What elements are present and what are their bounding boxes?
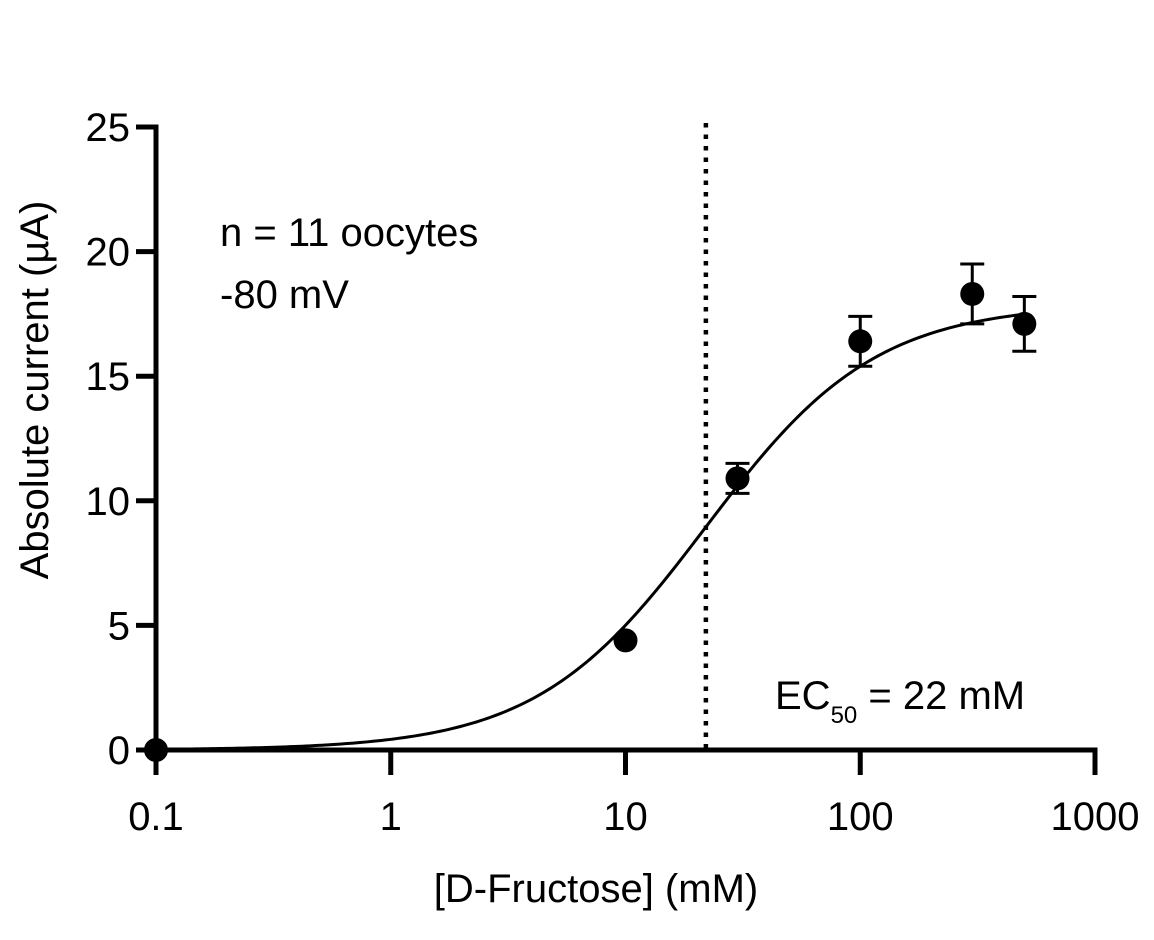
data-point bbox=[613, 628, 638, 653]
y-tick-label: 5 bbox=[108, 604, 130, 648]
voltage-annotation: -80 mV bbox=[220, 273, 349, 317]
ec50-label-suffix: = 22 mM bbox=[857, 674, 1025, 718]
error-bars bbox=[725, 262, 1037, 495]
y-tick-label: 20 bbox=[86, 231, 131, 275]
x-tick-label: 1000 bbox=[1051, 795, 1140, 839]
y-axis-ticks: 0 5 10 15 20 25 bbox=[86, 106, 156, 773]
sample-size-annotation: n = 11 oocytes bbox=[220, 211, 478, 255]
y-tick-label: 15 bbox=[86, 355, 131, 399]
ec50-annotation: EC50 = 22 mM bbox=[775, 674, 1025, 729]
y-axis-title: Absolute current (µA) bbox=[13, 201, 57, 580]
y-tick-label: 25 bbox=[86, 106, 131, 150]
data-point bbox=[848, 329, 873, 354]
data-point bbox=[1012, 311, 1037, 336]
y-tick-label: 10 bbox=[86, 480, 131, 524]
ec50-label-subscript: 50 bbox=[831, 702, 858, 729]
x-tick-label: 0.1 bbox=[128, 795, 184, 839]
x-axis-ticks: 0.1 1 10 100 1000 bbox=[128, 750, 1139, 839]
ec50-label-prefix: EC bbox=[775, 674, 831, 718]
data-point bbox=[144, 738, 168, 762]
data-point bbox=[725, 466, 750, 491]
y-tick-label: 0 bbox=[108, 729, 130, 773]
x-axis-title: [D-Fructose] (mM) bbox=[434, 867, 758, 911]
x-tick-label: 100 bbox=[827, 795, 894, 839]
data-point bbox=[960, 281, 985, 306]
x-tick-label: 10 bbox=[603, 795, 648, 839]
fit-curve bbox=[155, 312, 1025, 751]
data-points bbox=[144, 281, 1037, 762]
x-tick-label: 1 bbox=[380, 795, 402, 839]
